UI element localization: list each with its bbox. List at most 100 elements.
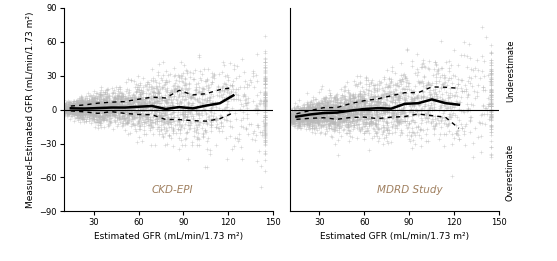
Point (350, 95, 359, 99)
Point (305, 107, 314, 111)
Point (105, 117, 114, 121)
Point (299, 117, 307, 121)
Point (311, 105, 320, 109)
Point (289, 116, 297, 120)
Point (339, 94, 348, 98)
Point (293, 115, 302, 119)
Point (176, 131, 185, 135)
Point (66, 100, 75, 104)
Point (152, 105, 160, 110)
Point (299, 103, 307, 107)
Point (138, 97, 147, 101)
Point (165, 120, 174, 124)
Point (261, 125, 270, 129)
Point (302, 117, 311, 121)
Point (322, 125, 331, 129)
Point (77, 97, 86, 101)
Point (320, 120, 329, 124)
Point (94, 99, 103, 103)
Point (487, 108, 496, 112)
Point (62, 111, 71, 115)
Point (289, 116, 298, 120)
Point (315, 114, 324, 118)
Point (397, 112, 405, 116)
Point (135, 103, 144, 107)
Point (428, 108, 437, 112)
Point (315, 114, 324, 118)
Point (261, 139, 270, 143)
Point (91, 94, 100, 99)
Point (168, 101, 177, 105)
Point (187, 103, 196, 108)
Point (146, 128, 155, 132)
Point (338, 114, 346, 118)
Point (336, 109, 345, 113)
Point (209, 111, 218, 115)
Point (285, 110, 294, 114)
Point (104, 102, 113, 106)
Point (93, 102, 102, 106)
Point (304, 116, 313, 120)
Point (79, 117, 87, 121)
Point (300, 116, 309, 120)
Point (71, 103, 80, 108)
Point (487, 80, 496, 84)
Point (261, 120, 270, 124)
Point (128, 112, 136, 117)
Point (302, 112, 311, 116)
Point (308, 126, 317, 130)
Point (415, 102, 424, 106)
Point (91, 99, 100, 104)
Point (81, 105, 90, 109)
Point (343, 106, 351, 110)
Point (399, 114, 408, 118)
Point (183, 115, 192, 120)
Point (228, 83, 237, 87)
Point (141, 105, 150, 109)
Point (393, 110, 402, 115)
Point (261, 90, 270, 94)
Point (148, 118, 157, 122)
Point (72, 105, 81, 109)
Point (95, 121, 104, 125)
Point (422, 96, 431, 100)
Point (74, 106, 83, 110)
Point (136, 88, 145, 92)
Point (163, 100, 172, 104)
Point (79, 101, 88, 105)
Point (376, 117, 385, 121)
Point (98, 103, 107, 108)
Point (306, 120, 315, 124)
Point (371, 123, 380, 127)
Point (326, 119, 335, 123)
Point (128, 117, 137, 121)
Point (345, 100, 354, 104)
Point (431, 90, 439, 94)
Point (92, 110, 101, 114)
Point (451, 112, 460, 117)
Point (88, 105, 97, 109)
Point (201, 129, 210, 134)
Point (374, 136, 383, 140)
Point (87, 116, 96, 120)
Point (326, 103, 335, 108)
Point (330, 95, 339, 99)
Point (189, 129, 198, 133)
Point (364, 91, 373, 95)
Point (295, 111, 304, 115)
Point (339, 112, 348, 116)
Point (359, 104, 368, 108)
Point (374, 107, 383, 111)
Point (116, 116, 125, 121)
Point (141, 101, 150, 105)
Point (390, 101, 399, 105)
Point (99, 102, 108, 106)
Point (364, 113, 373, 117)
Point (84, 104, 92, 108)
Point (474, 135, 483, 139)
Point (351, 105, 360, 109)
Point (104, 106, 113, 110)
Point (146, 102, 155, 106)
Point (79, 117, 87, 121)
Point (101, 98, 110, 102)
